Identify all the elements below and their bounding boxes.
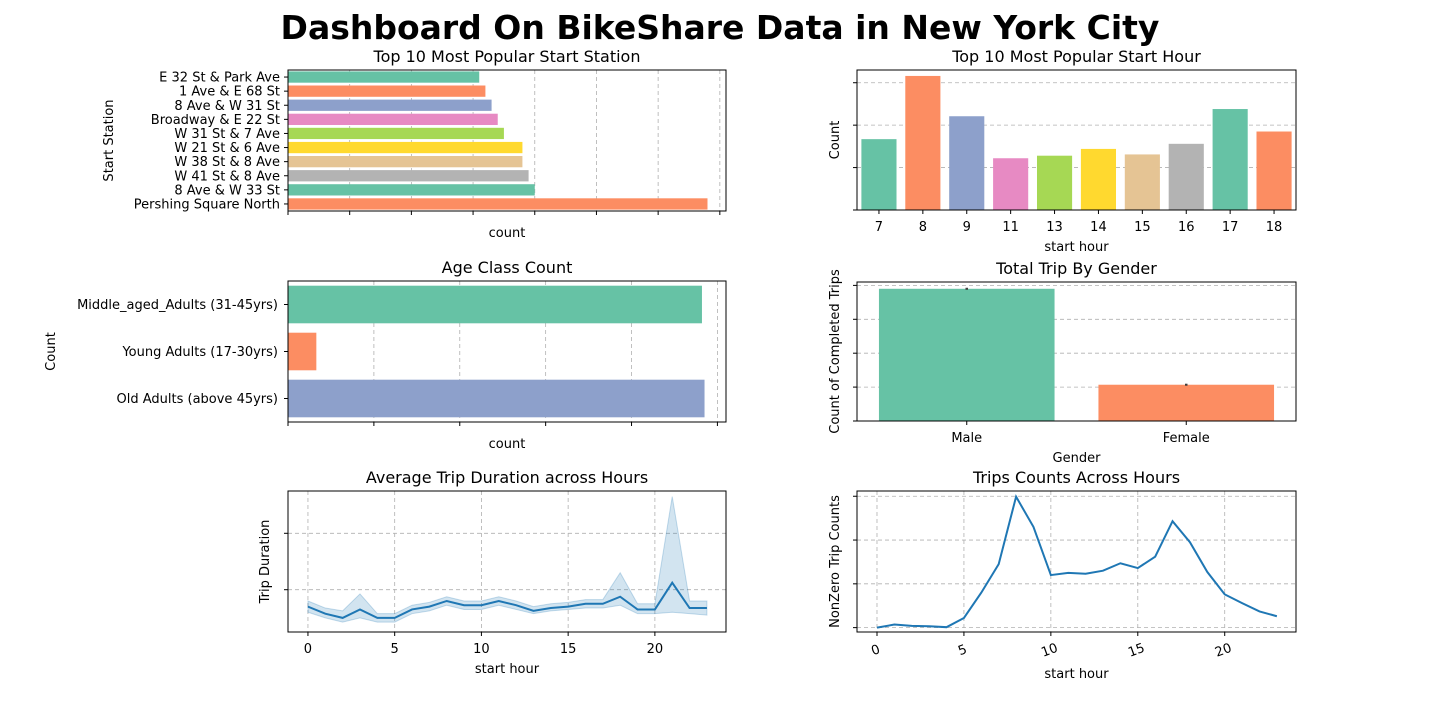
chart-title: Total Trip By Gender [995, 259, 1157, 278]
y-tick-label: 8 Ave & W 31 St [174, 99, 280, 114]
bar [288, 184, 535, 196]
x-tick-label: 20 [1213, 641, 1234, 661]
y-axis-label: Trip Duration [258, 520, 273, 605]
duration-frame [287, 490, 727, 633]
bar [288, 141, 523, 154]
bar [288, 156, 523, 168]
gender-frame [856, 281, 1297, 422]
bar [1036, 155, 1073, 210]
series-line [876, 494, 1278, 629]
counts-frame [856, 490, 1297, 633]
y-axis-label: NonZero Trip Counts [828, 495, 843, 628]
series-line [307, 580, 707, 619]
bar [288, 198, 708, 210]
y-tick-label: W 21 St & 6 Ave [174, 141, 280, 156]
bar [288, 127, 504, 140]
confidence-band [307, 496, 708, 623]
y-tick-label: Middle_aged_Adults (31-45yrs) [77, 298, 278, 313]
bar [878, 288, 1055, 421]
age-frame [287, 280, 727, 423]
x-tick-label: 10 [473, 642, 490, 657]
bar [1212, 109, 1248, 210]
bar [1168, 143, 1204, 210]
bar [993, 158, 1029, 210]
y-tick-label: Broadway & E 22 St [151, 113, 280, 128]
dashboard-title: Dashboard On BikeShare Data in New York … [280, 8, 1160, 47]
y-tick-label: W 41 St & 8 Ave [174, 169, 280, 184]
x-tick-label: 14 [1090, 220, 1107, 235]
y-axis-label: Count [44, 332, 59, 371]
bar [288, 85, 486, 97]
x-axis-label: start hour [475, 662, 540, 677]
y-axis-label: Count [828, 121, 843, 160]
x-tick-label: 11 [1002, 220, 1019, 235]
x-tick-label: 5 [956, 642, 969, 659]
chart-title: Average Trip Duration across Hours [366, 468, 648, 487]
bar [288, 99, 492, 111]
x-tick-label: 16 [1178, 220, 1195, 235]
y-tick-label: W 31 St & 7 Ave [174, 127, 280, 142]
chart-title: Age Class Count [442, 258, 573, 277]
x-tick-label: 15 [1126, 641, 1147, 661]
x-axis-label: Gender [1053, 451, 1102, 466]
x-tick-label: 9 [963, 220, 971, 235]
bar [1124, 154, 1160, 210]
x-tick-label: 10 [1039, 641, 1060, 661]
y-tick-label: W 38 St & 8 Ave [174, 155, 280, 170]
chart-title: Top 10 Most Popular Start Station [373, 47, 641, 66]
x-tick-label: 18 [1266, 220, 1283, 235]
hours-frame [856, 69, 1297, 211]
x-tick-label: Male [951, 431, 982, 446]
x-tick-label: 15 [560, 642, 577, 657]
chart-title: Top 10 Most Popular Start Hour [951, 47, 1201, 66]
x-tick-label: 20 [647, 642, 664, 657]
bar [288, 332, 317, 371]
y-tick-label: Young Adults (17-30yrs) [121, 345, 278, 360]
x-tick-label: 15 [1134, 220, 1151, 235]
bar [905, 75, 941, 210]
bar [1080, 148, 1117, 210]
x-tick-label: 5 [391, 642, 399, 657]
y-axis-label: Count of Completed Trips [828, 269, 843, 434]
x-tick-label: 17 [1222, 220, 1239, 235]
y-tick-label: Pershing Square North [134, 197, 280, 212]
bar [288, 285, 702, 324]
bar [949, 116, 985, 210]
y-tick-label: E 32 St & Park Ave [159, 71, 280, 86]
stations-frame [287, 69, 727, 212]
bar [1098, 384, 1275, 421]
y-tick-label: Old Adults (above 45yrs) [117, 392, 279, 407]
x-axis-label: start hour [1044, 240, 1109, 255]
x-tick-label: 7 [875, 220, 883, 235]
bar [288, 170, 529, 182]
bar [1256, 131, 1292, 210]
x-tick-label: 13 [1046, 220, 1063, 235]
bar [288, 71, 480, 83]
chart-title: Trips Counts Across Hours [972, 468, 1180, 487]
bar [288, 379, 705, 418]
x-tick-label: 8 [919, 220, 927, 235]
y-tick-label: 8 Ave & W 33 St [174, 183, 280, 198]
x-tick-label: Female [1163, 431, 1210, 446]
bar [861, 139, 897, 210]
x-tick-label: 0 [304, 642, 312, 657]
bar [288, 113, 498, 125]
y-axis-label: Start Station [102, 99, 117, 181]
x-axis-label: start hour [1044, 667, 1109, 682]
x-axis-label: count [489, 437, 526, 452]
x-tick-label: 0 [869, 642, 882, 659]
x-axis-label: count [489, 226, 526, 241]
y-tick-label: 1 Ave & E 68 St [179, 85, 280, 100]
